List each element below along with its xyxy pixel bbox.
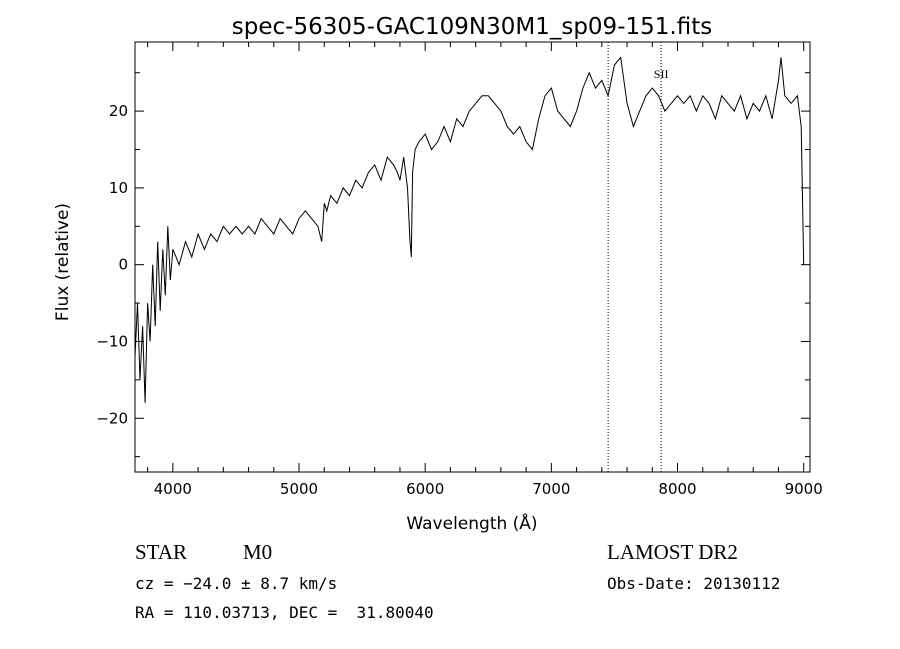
x-tick-label: 8000: [658, 480, 696, 498]
redshift-text: cz = −24.0 ± 8.7 km/s: [135, 574, 338, 593]
object-class: STAR: [135, 540, 187, 564]
coordinates: RA = 110.03713, DEC = 31.80040: [135, 603, 434, 622]
y-tick-label: −10: [96, 332, 128, 350]
x-tick-label: 6000: [406, 480, 444, 498]
survey-name: LAMOST DR2: [607, 540, 738, 564]
spectrum-line: [134, 56, 805, 403]
y-axis-label: Flux (relative): [53, 203, 73, 321]
y-tick-label: 10: [109, 179, 128, 197]
x-tick-label: 5000: [280, 480, 318, 498]
plot-frame: [134, 41, 811, 473]
reference-lines: SII: [607, 42, 669, 472]
obs-date: Obs-Date: 20130112: [607, 574, 781, 593]
x-tick-label: 4000: [154, 480, 192, 498]
x-axis-label: Wavelength (Å): [406, 512, 537, 534]
chart-title: spec-56305-GAC109N30M1_sp09-151.fits: [232, 14, 712, 40]
x-tick-label: 9000: [785, 480, 823, 498]
plot-area: SII 4000 5000 6000 7000 8000 9000 −20 −10 0 10 20: [96, 41, 823, 498]
axis-ticks: 4000 5000 6000 7000 8000 9000 −20 −10 0 10 20: [96, 42, 823, 498]
y-tick-label: 20: [109, 102, 128, 120]
reference-line-label: SII: [654, 67, 669, 81]
x-tick-label: 7000: [532, 480, 570, 498]
y-tick-label: 0: [118, 256, 128, 274]
y-tick-label: −20: [96, 409, 128, 427]
object-subclass: M0: [243, 540, 273, 564]
